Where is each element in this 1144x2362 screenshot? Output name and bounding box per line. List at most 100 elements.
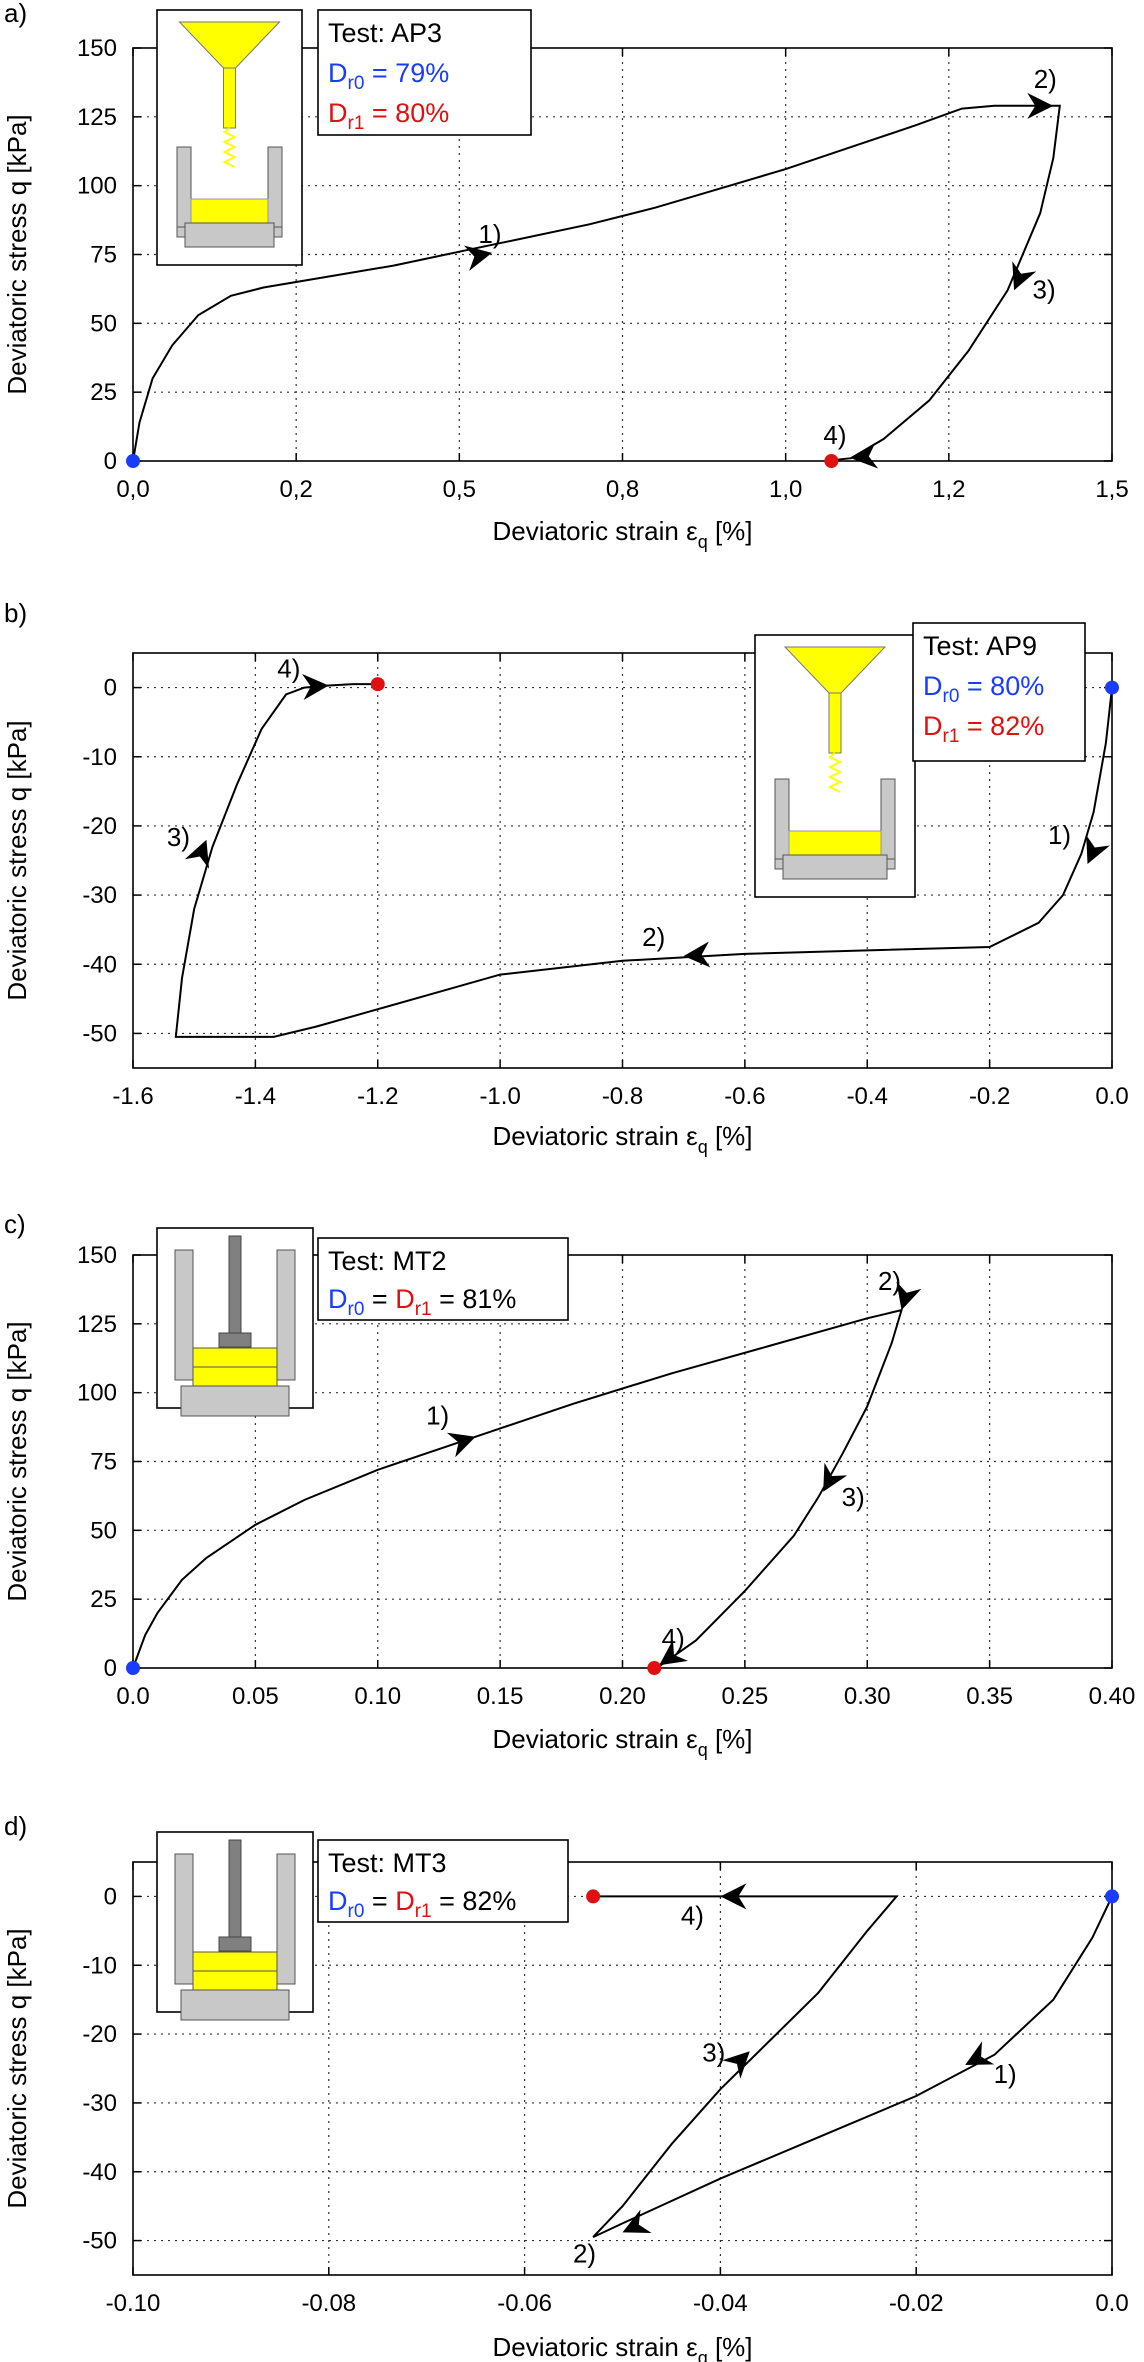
direction-arrow (1086, 834, 1110, 864)
y-tick-label: 150 (77, 35, 117, 62)
panel-label: d) (4, 1811, 27, 1841)
dr1-subscript: r1 (943, 726, 960, 747)
x-tick-label: 0,8 (606, 476, 639, 503)
chart-panel-d: d) -0.10 -0.08 -0.06 -0.04 -0.02 0.0 -50 -40 -30 -… (2, 1811, 1129, 2362)
end-point (647, 1661, 662, 1675)
direction-arrow (720, 1883, 747, 1910)
y-tick-label: 150 (77, 1242, 117, 1269)
y-tick-label: -10 (82, 1952, 117, 1979)
x-tick-label: 0,2 (279, 476, 312, 503)
y-tick-label: 50 (90, 310, 117, 337)
panel-label: b) (4, 598, 27, 628)
mould-wall-right (276, 1249, 296, 1381)
series-line-AP3 (132, 104, 1061, 462)
panel-label: c) (4, 1209, 26, 1239)
legend-title: Test: AP3 (328, 18, 442, 48)
y-tick-label: 25 (90, 1586, 117, 1613)
y-tick-label: 0 (104, 1655, 117, 1682)
y-tick-label: 125 (77, 104, 117, 131)
y-tick-label: -10 (82, 744, 117, 771)
y-tick-label: 75 (90, 242, 117, 269)
dr1-subscript: r1 (415, 1901, 432, 1922)
direction-arrow (850, 442, 879, 469)
series-line-MT3 (592, 1895, 1113, 2239)
sand-stream (222, 127, 237, 168)
x-tick-label: 0.05 (232, 1683, 279, 1710)
legend-dr0: Dr0 = 80% (923, 671, 1044, 707)
tamper-rod (228, 1235, 242, 1337)
direction-arrow (965, 2041, 995, 2066)
y-tick-label: -40 (82, 2159, 117, 2186)
stage-label: 2) (573, 2238, 596, 2268)
direction-arrow (302, 673, 329, 700)
x-axis-label: Deviatoric strain εq [%] (492, 1121, 752, 1157)
x-tick-label: -0.06 (497, 2290, 552, 2317)
stage-label: 4) (277, 654, 300, 684)
funnel-spout (828, 692, 842, 754)
base-plate (782, 854, 888, 880)
epsilon-subscript: q (698, 1740, 708, 1760)
y-tick-label: -20 (82, 813, 117, 840)
legend-title: Test: AP9 (923, 631, 1037, 661)
panel-label: a) (4, 0, 27, 28)
stage-label: 4) (662, 1623, 685, 1653)
tamper-head (218, 1936, 252, 1952)
mould-wall-left (174, 1249, 194, 1381)
base-plate (184, 222, 275, 248)
x-tick-label: -0.04 (693, 2290, 748, 2317)
sand-layer (190, 198, 269, 228)
x-tick-label: 0.0 (1095, 2290, 1128, 2317)
x-tick-label: 0.35 (966, 1683, 1013, 1710)
dr0-subscript: r0 (348, 1901, 365, 1922)
dr1-symbol: D (923, 711, 943, 741)
dr1-symbol: D (395, 1886, 415, 1916)
x-tick-label: -1.0 (479, 1083, 520, 1110)
direction-arrow (463, 245, 492, 271)
y-tick-label: 75 (90, 1449, 117, 1476)
chart-panel-c: c) 0.0 0.05 0.10 0.15 0.20 0.25 0.30 0.35 0.40 0 25… (2, 1209, 1135, 1760)
chart-panel-a: a) 0,0 0,2 0,5 0,8 1,0 1,2 1,5 0 25 50 75 100 125 150 D… (2, 0, 1129, 552)
y-tick-label: -20 (82, 2021, 117, 2048)
dr1-subscript: r1 (348, 113, 365, 134)
mould-wall-left (174, 1853, 194, 1985)
y-tick-label: -50 (82, 1020, 117, 1047)
epsilon-subscript: q (698, 532, 708, 552)
x-axis-unit: [%] (708, 1724, 753, 1754)
x-tick-label: 1,5 (1095, 476, 1128, 503)
dr1-symbol: D (328, 98, 348, 128)
direction-arrow (622, 2209, 652, 2234)
legend-title: Test: MT3 (328, 1848, 447, 1878)
epsilon-symbol: ε (686, 1724, 698, 1754)
x-axis-unit: [%] (708, 516, 753, 546)
dr1-value: = 80% (364, 98, 449, 128)
dr0-symbol: D (923, 671, 943, 701)
y-axis-label: Deviatoric stress q [kPa] (2, 1928, 32, 2208)
y-tick-label: 0 (104, 1883, 117, 1910)
stage-label: 3) (702, 2037, 725, 2067)
series-line-AP9 (174, 683, 1113, 1038)
x-axis-unit: [%] (708, 1121, 753, 1151)
stage-label: 3) (1033, 274, 1056, 304)
x-tick-label: -0.8 (602, 1083, 643, 1110)
stage-label: 2) (1034, 64, 1057, 94)
stage-label: 4) (681, 1900, 704, 1930)
dr0-symbol: D (328, 1284, 348, 1314)
x-tick-label: 0,0 (116, 476, 149, 503)
legend-dr1: Dr1 = 80% (328, 98, 449, 134)
legend-dr: Dr0 = Dr1 = 81% (328, 1284, 516, 1320)
start-point (1105, 680, 1119, 695)
legend-dr0: Dr0 = 79% (328, 58, 449, 94)
stage-label: 2) (878, 1266, 901, 1296)
series-line-MT2 (132, 1308, 903, 1669)
stage-label: 3) (842, 1482, 865, 1512)
x-axis-label: Deviatoric strain εq [%] (492, 2332, 752, 2362)
chart-panel-b: b) -1.6 -1.4 -1.2 -1.0 -0.8 -0.6 -0.4 -0.2 0.0 -50… (2, 598, 1129, 1157)
x-tick-label: -1.2 (357, 1083, 398, 1110)
x-axis-label-text: Deviatoric strain (492, 2332, 686, 2362)
mould-wall-right (276, 1853, 296, 1985)
x-tick-label: 1,0 (769, 476, 802, 503)
x-tick-label: 0.15 (477, 1683, 524, 1710)
y-tick-label: -30 (82, 2090, 117, 2117)
x-tick-label: -1.6 (112, 1083, 153, 1110)
legend-box (317, 1237, 569, 1321)
